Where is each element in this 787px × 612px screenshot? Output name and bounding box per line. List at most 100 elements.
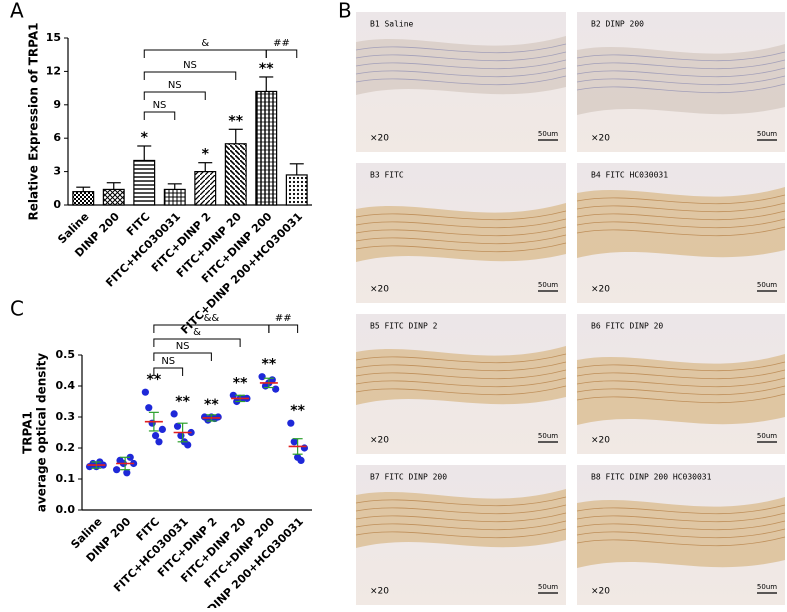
- y-tick-label: 0.4: [56, 379, 76, 392]
- panel-label: A: [10, 0, 24, 23]
- comparison-bracket: [153, 352, 212, 361]
- magnification: ×20: [591, 134, 610, 144]
- tissue-fiber: [355, 226, 567, 237]
- comparison-bracket: [153, 324, 270, 333]
- scale-label: 50um: [538, 583, 558, 591]
- y-tick-label: 0.0: [56, 503, 76, 516]
- y-tick-label: 0.3: [56, 410, 76, 423]
- tissue-fiber: [576, 67, 786, 78]
- y-tick-label: 0: [53, 198, 61, 211]
- data-point: [272, 385, 280, 393]
- x-tick-label: FITC: [124, 210, 152, 238]
- comparison-label: NS: [168, 80, 182, 91]
- bar: [133, 159, 156, 206]
- data-point: [148, 419, 156, 427]
- tissue-fiber: [355, 528, 567, 539]
- scale-label: 50um: [757, 281, 777, 289]
- micrograph-label: B1 Saline: [370, 20, 414, 29]
- significance-mark: *: [141, 130, 149, 146]
- tissue-fiber: [576, 377, 786, 388]
- scale-label: 50um: [538, 432, 558, 440]
- data-point: [170, 410, 178, 418]
- scale-label: 50um: [757, 130, 777, 138]
- tissue-fiber: [355, 75, 567, 86]
- y-tick-label: 15: [46, 31, 61, 44]
- micrograph-label: B5 FITC DINP 2: [370, 322, 438, 331]
- tissue-fiber: [355, 242, 567, 253]
- magnification: ×20: [370, 134, 389, 144]
- y-tick-label: 12: [46, 64, 61, 77]
- tissue: [577, 187, 785, 258]
- data-point: [229, 391, 237, 399]
- tissue-fiber: [355, 43, 567, 54]
- comparison-bracket: [143, 71, 237, 80]
- data-point: [173, 422, 182, 430]
- bar: [163, 188, 186, 206]
- tissue-fiber: [355, 59, 567, 70]
- comparison-bracket: [143, 49, 267, 58]
- comparison-label: NS: [183, 60, 197, 71]
- tissue: [577, 354, 785, 425]
- comparison-bracket: [143, 111, 176, 120]
- y-tick-label: 9: [53, 98, 61, 111]
- tissue-fiber: [355, 234, 567, 245]
- tissue-fiber: [576, 369, 786, 380]
- y-axis-label: average optical density: [35, 353, 49, 512]
- tissue-fiber: [576, 194, 786, 205]
- comparison-label: NS: [153, 100, 167, 111]
- tissue-fiber: [576, 210, 786, 221]
- comparison-label: ##: [273, 38, 290, 49]
- panel-label: C: [10, 297, 24, 321]
- data-point: [184, 441, 192, 449]
- significance-mark: **: [175, 394, 190, 410]
- tissue: [356, 36, 566, 95]
- bar: [72, 191, 95, 206]
- comparison-bracket: [153, 367, 184, 376]
- data-point: [141, 388, 149, 396]
- bar: [224, 143, 247, 206]
- tissue-fiber: [355, 218, 567, 229]
- scale-label: 50um: [757, 583, 777, 591]
- tissue-fiber: [576, 226, 786, 237]
- significance-mark: **: [290, 403, 305, 419]
- tissue-fiber: [576, 361, 786, 372]
- significance-mark: **: [204, 397, 219, 413]
- tissue-fiber: [355, 385, 567, 396]
- data-point: [113, 466, 121, 474]
- tissue-fiber: [576, 520, 786, 531]
- comparison-bracket: [265, 49, 298, 58]
- data-point: [158, 425, 166, 433]
- tissue-fiber: [355, 504, 567, 515]
- bar: [255, 90, 278, 206]
- significance-mark: *: [202, 147, 210, 163]
- comparison-label: NS: [161, 356, 175, 367]
- significance-mark: **: [147, 372, 162, 388]
- comparison-bracket: [153, 338, 241, 347]
- y-axis-label: Relative Expression of TRPA1: [27, 23, 41, 221]
- tissue-fiber: [576, 512, 786, 523]
- y-tick-label: 0.5: [56, 348, 76, 361]
- comparison-label: &: [193, 327, 201, 338]
- micrograph-label: B4 FITC HC030031: [591, 171, 668, 180]
- panel-label: B: [338, 0, 352, 23]
- tissue-fiber: [355, 377, 567, 388]
- tissue-fiber: [576, 528, 786, 539]
- tissue-fiber: [355, 496, 567, 507]
- data-point: [300, 444, 309, 452]
- tissue-fiber: [576, 536, 786, 547]
- data-point: [126, 453, 134, 461]
- tissue-fiber: [576, 504, 786, 515]
- data-point: [123, 469, 131, 477]
- tissue: [356, 489, 566, 548]
- data-point: [151, 432, 160, 440]
- tissue: [356, 203, 566, 262]
- magnification: ×20: [370, 285, 389, 295]
- tissue-fiber: [355, 67, 567, 78]
- tissue-fiber: [355, 369, 567, 380]
- data-point: [287, 419, 295, 427]
- magnification: ×20: [370, 436, 389, 446]
- data-point: [145, 404, 153, 412]
- tissue-fiber: [355, 520, 567, 531]
- significance-mark: **: [233, 375, 248, 391]
